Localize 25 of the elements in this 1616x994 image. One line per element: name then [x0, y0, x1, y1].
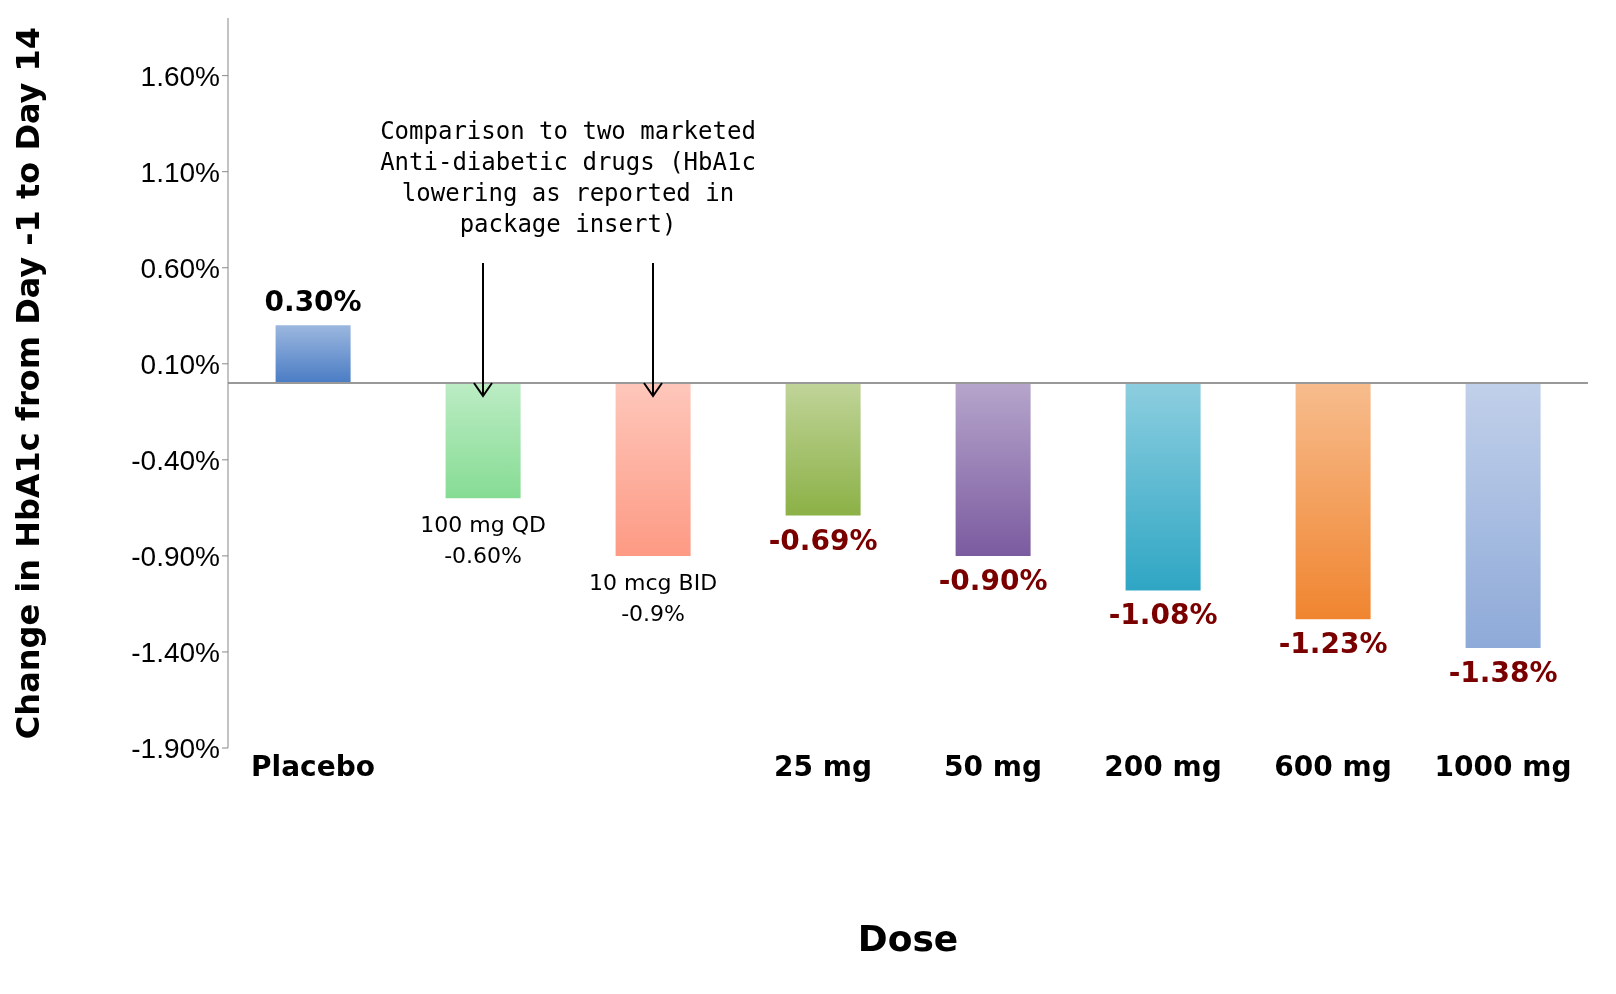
- annotation: Comparison to two marketed Anti-diabetic drugs (HbA1c lowering as reported in package insert): [379, 116, 757, 240]
- x-tick-label: 600 mg: [1274, 749, 1392, 783]
- y-axis-title: Change in HbA1c from Day -1 to Day 14: [9, 26, 48, 740]
- data-label: -1.08%: [1108, 598, 1218, 632]
- x-tick-label: 1000 mg: [1434, 749, 1572, 783]
- data-label: -1.38%: [1448, 656, 1558, 690]
- y-tick-label: 0.60%: [140, 252, 220, 284]
- x-tick-label: 25 mg: [774, 749, 872, 783]
- y-tick-label: 1.10%: [140, 156, 220, 188]
- y-tick-label: 1.60%: [140, 60, 220, 92]
- x-tick-label: 50 mg: [944, 749, 1042, 783]
- y-tick-label: -1.90%: [131, 732, 220, 764]
- x-tick-label: Placebo: [251, 749, 375, 783]
- data-label: -0.90%: [938, 563, 1048, 597]
- data-label: 10 mcg BID -0.9%: [589, 569, 718, 626]
- y-tick-label: -0.90%: [131, 540, 220, 572]
- y-tick-label: -0.40%: [131, 444, 220, 476]
- y-tick-label: -1.40%: [131, 636, 220, 668]
- x-tick-label: 200 mg: [1104, 749, 1222, 783]
- data-label: 0.30%: [264, 285, 362, 319]
- x-axis-title: Dose: [856, 918, 960, 959]
- y-tick-label: 0.10%: [140, 348, 220, 380]
- data-label: -1.23%: [1278, 627, 1388, 661]
- data-label: 100 mg QD -0.60%: [420, 512, 546, 569]
- data-label: -0.69%: [768, 523, 878, 557]
